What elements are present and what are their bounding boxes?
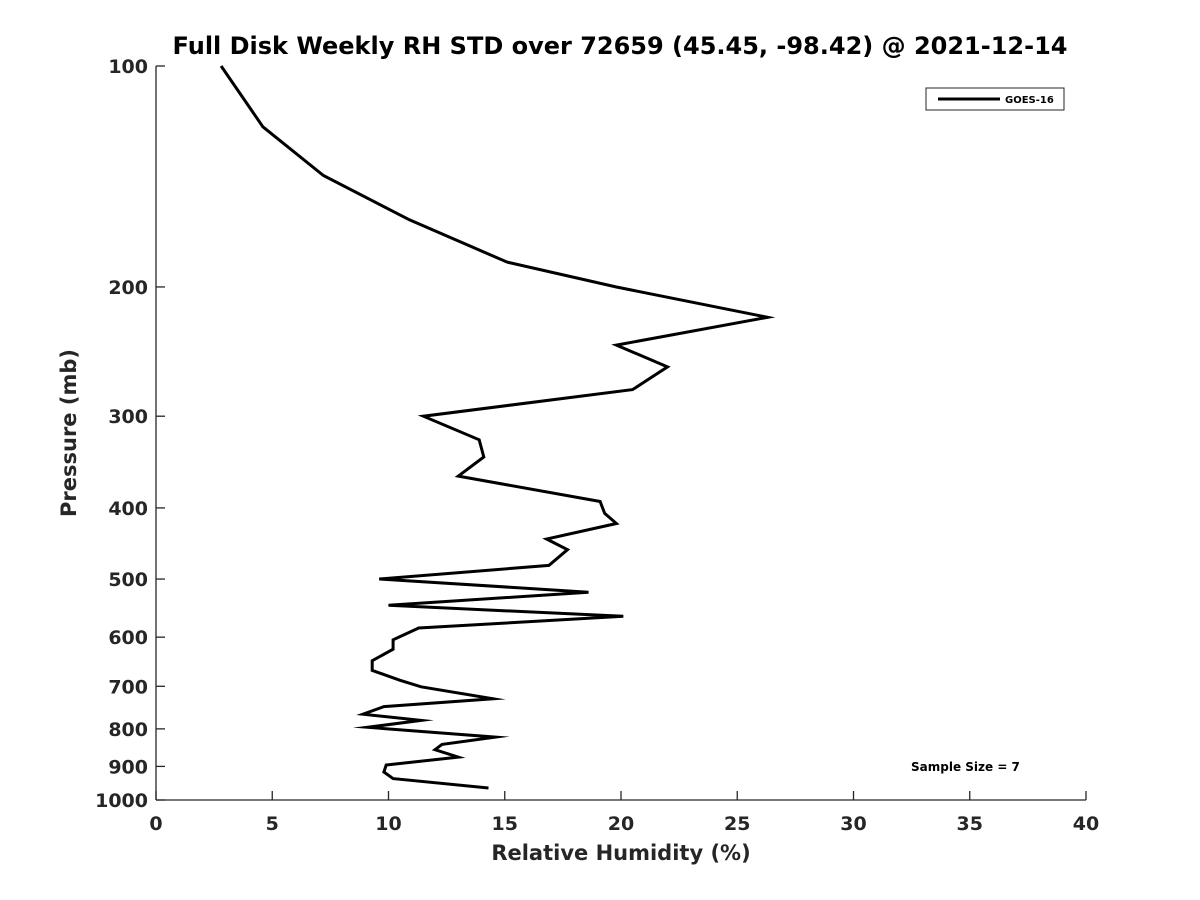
series-layer: [219, 65, 776, 790]
chart-title: Full Disk Weekly RH STD over 72659 (45.4…: [173, 32, 1068, 60]
y-tick-label: 700: [108, 676, 148, 698]
plot-axes: [155, 66, 1086, 801]
y-axis-label: Pressure (mb): [57, 349, 81, 517]
x-tick-label: 15: [492, 813, 518, 835]
sample-size-annotation: Sample Size = 7: [911, 760, 1020, 774]
x-tick-label: 20: [608, 813, 634, 835]
legend-label-goes-16: GOES-16: [1005, 95, 1054, 106]
x-tick-label: 5: [266, 813, 279, 835]
y-tick-label: 800: [108, 719, 148, 741]
legend: GOES-16: [925, 87, 1065, 111]
x-tick-label: 35: [957, 813, 983, 835]
x-axis-label: Relative Humidity (%): [491, 841, 750, 865]
y-tick-label: 500: [108, 569, 148, 591]
y-tick-label: 100: [108, 56, 148, 78]
y-axis-ticks: 100 200 300 400 500 600 700 800 900 1000: [95, 56, 165, 812]
y-tick-label: 900: [108, 756, 148, 778]
x-tick-label: 10: [375, 813, 401, 835]
y-tick-label: 400: [108, 498, 148, 520]
x-tick-label: 30: [840, 813, 866, 835]
x-tick-label: 40: [1073, 813, 1099, 835]
y-tick-label: 1000: [95, 790, 148, 812]
y-tick-label: 200: [108, 277, 148, 299]
y-tick-label: 300: [108, 406, 148, 428]
x-tick-label: 0: [149, 813, 162, 835]
x-axis-ticks: 0 5 10 15 20 25 30 35 40: [149, 791, 1099, 835]
series-line-goes-16: [219, 65, 776, 790]
x-tick-label: 25: [724, 813, 750, 835]
y-tick-label: 600: [108, 627, 148, 649]
